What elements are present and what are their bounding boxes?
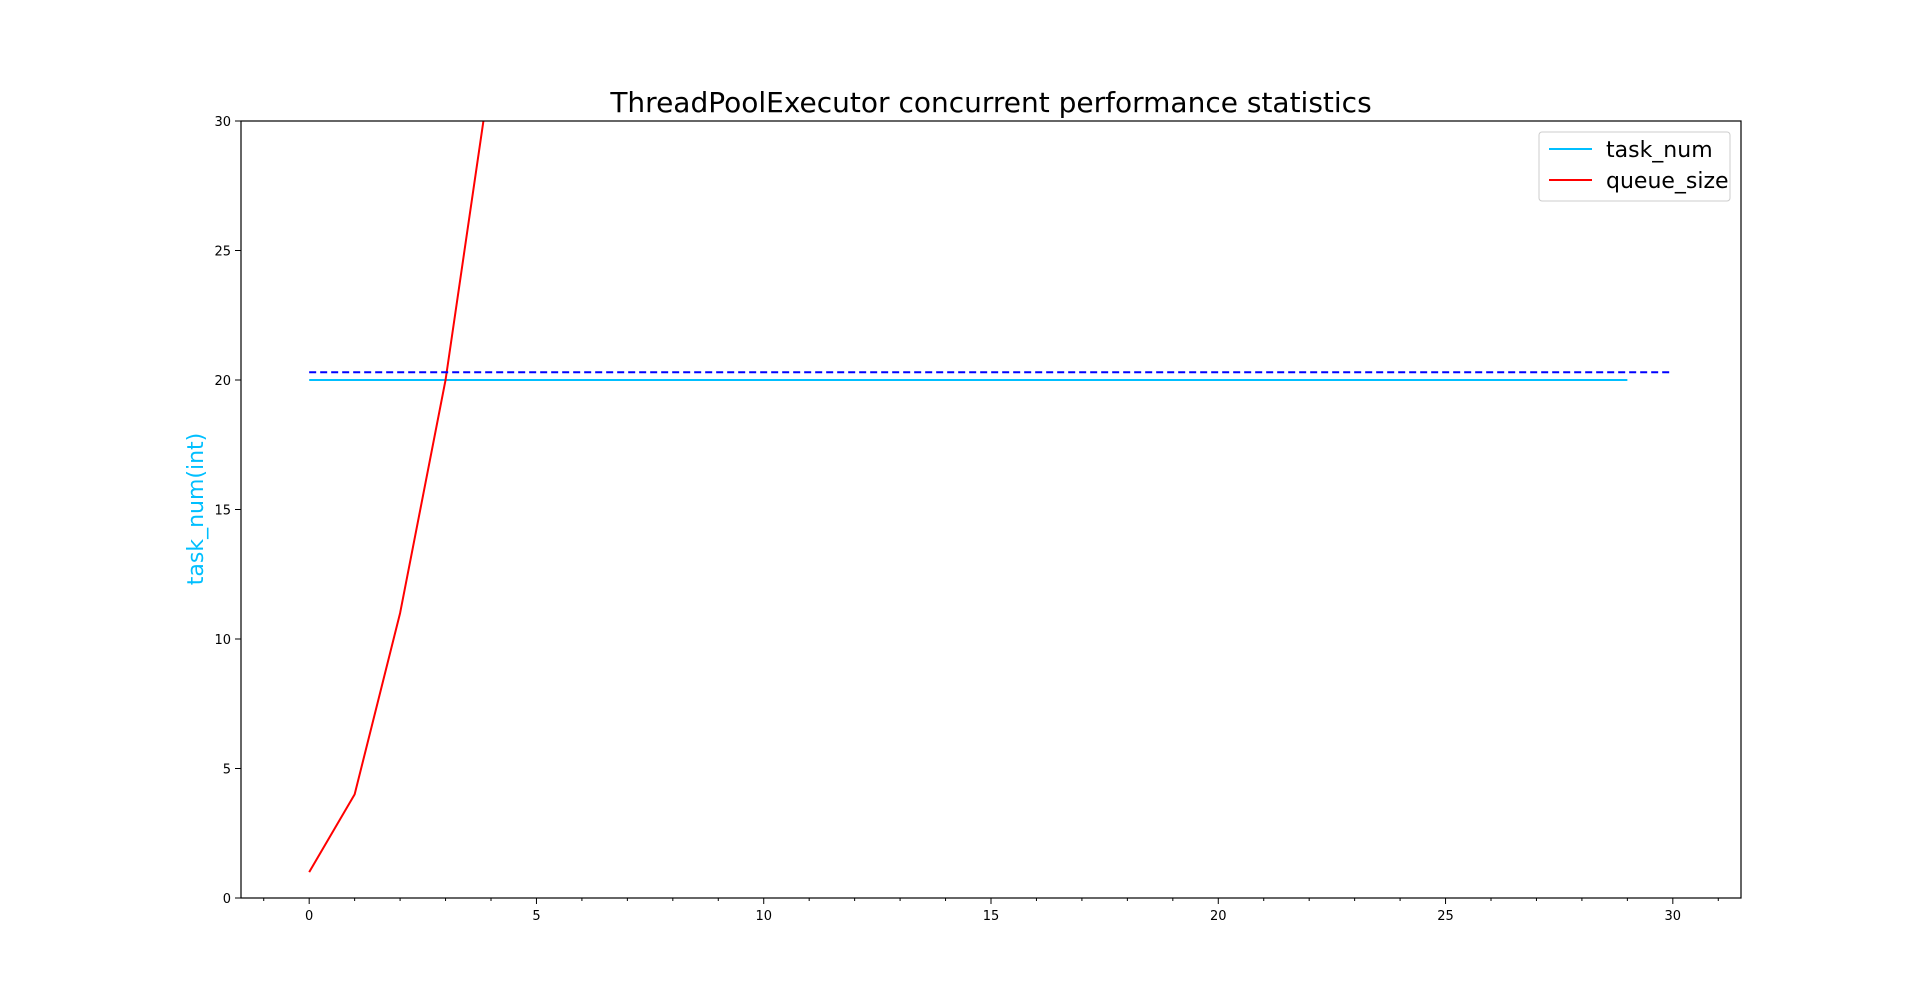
legend-label-task-num: task_num — [1606, 138, 1713, 163]
y-tick-label: 20 — [214, 374, 231, 389]
x-tick-label: 20 — [1210, 909, 1227, 924]
series-line-queue-size — [308, 121, 485, 873]
y-tick-label: 25 — [214, 245, 231, 260]
y-tick-label: 15 — [214, 504, 231, 519]
series-layer — [308, 121, 1673, 873]
x-tick-label: 0 — [305, 909, 313, 924]
y-axis-label: task_num(int) — [184, 433, 209, 585]
y-tick-label: 5 — [223, 763, 231, 778]
x-tick-label: 5 — [532, 909, 540, 924]
x-tick-label: 25 — [1437, 909, 1454, 924]
y-tick-label: 0 — [223, 892, 231, 907]
chart-title: ThreadPoolExecutor concurrent performanc… — [609, 86, 1371, 119]
legend: task_num queue_size — [1538, 131, 1731, 202]
y-tick-label: 30 — [214, 115, 231, 130]
y-tick-label: 10 — [214, 633, 231, 648]
x-tick-label: 10 — [755, 909, 772, 924]
legend-label-queue-size: queue_size — [1606, 169, 1729, 194]
ticks-layer: 0 5 10 15 20 25 30 0 5 10 15 20 25 30 — [214, 115, 1719, 924]
x-tick-label: 30 — [1665, 909, 1682, 924]
x-tick-label: 15 — [983, 909, 1000, 924]
